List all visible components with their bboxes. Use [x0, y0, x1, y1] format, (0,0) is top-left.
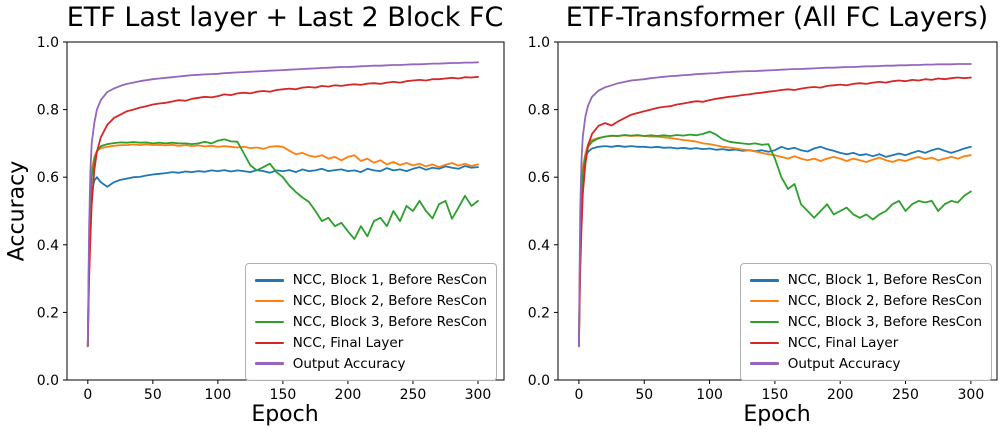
legend-label: NCC, Block 1, Before ResCon [787, 272, 982, 289]
legend-label: NCC, Final Layer [787, 334, 899, 351]
legend-label: NCC, Block 3, Before ResCon [292, 313, 487, 330]
legend-line-swatch [254, 341, 284, 344]
legend-item-ncc-final-layer: NCC, Final Layer [749, 332, 982, 353]
y-axis-label: Accuracy [4, 160, 30, 262]
series-line-ncc-final-layer [578, 76, 972, 348]
legend-label: Output Accuracy [292, 355, 406, 372]
y-tick-label: 0.2 [37, 305, 59, 321]
legend-item-ncc-block-3-before-rescon: NCC, Block 3, Before ResCon [749, 312, 982, 333]
legend-line-swatch [749, 320, 779, 324]
y-tick-label: 0.8 [528, 103, 550, 119]
y-tick-label: 0.0 [37, 373, 59, 389]
legend-line-swatch [254, 320, 284, 324]
legend-label: NCC, Block 1, Before ResCon [292, 272, 487, 289]
legend-item-output-accuracy: Output Accuracy [254, 353, 487, 374]
y-tick-label: 0.6 [528, 170, 550, 186]
x-tick-label: 150 [270, 387, 297, 403]
x-tick-label: 50 [635, 387, 653, 403]
legend-line-swatch [254, 362, 284, 365]
series-line-ncc-block-3-before-rescon [578, 130, 972, 348]
legend-line-swatch [749, 300, 779, 303]
y-tick-label: 1.0 [528, 35, 550, 51]
legend-item-output-accuracy: Output Accuracy [749, 353, 982, 374]
x-tick-label: 300 [958, 387, 985, 403]
x-tick-label: 50 [144, 387, 162, 403]
series-line-ncc-block-1-before-rescon [578, 144, 972, 348]
right-plot-title: ETF-Transformer (All FC Layers) [565, 2, 989, 33]
series-line-output-accuracy [578, 63, 972, 348]
series-line-ncc-block-2-before-rescon [86, 143, 479, 348]
legend-item-ncc-block-2-before-rescon: NCC, Block 2, Before ResCon [254, 291, 487, 312]
left-legend: NCC, Block 1, Before ResCon NCC, Block 2,… [244, 263, 497, 381]
x-tick-label: 100 [205, 387, 232, 403]
series-line-ncc-final-layer [86, 75, 479, 348]
y-tick-label: 0.4 [37, 238, 59, 254]
legend-item-ncc-block-3-before-rescon: NCC, Block 3, Before ResCon [254, 312, 487, 333]
left-plot-title: ETF Last layer + Last 2 Block FC [66, 2, 504, 33]
legend-label: Output Accuracy [787, 355, 901, 372]
x-tick-label: 200 [335, 387, 362, 403]
legend-label: NCC, Final Layer [292, 334, 404, 351]
legend-item-ncc-final-layer: NCC, Final Layer [254, 332, 487, 353]
y-tick-label: 1.0 [37, 35, 59, 51]
legend-line-swatch [254, 279, 284, 282]
x-tick-label: 100 [696, 387, 723, 403]
series-line-ncc-block-3-before-rescon [86, 138, 479, 348]
x-tick-label: 150 [762, 387, 789, 403]
legend-label: NCC, Block 2, Before ResCon [787, 293, 982, 310]
legend-line-swatch [749, 341, 779, 344]
x-tick-label: 300 [465, 387, 492, 403]
y-tick-label: 0.6 [37, 170, 59, 186]
legend-line-swatch [749, 279, 779, 282]
y-tick-label: 0.8 [37, 103, 59, 119]
legend-item-ncc-block-2-before-rescon: NCC, Block 2, Before ResCon [749, 291, 982, 312]
right-legend: NCC, Block 1, Before ResCon NCC, Block 2,… [739, 263, 992, 381]
y-tick-label: 0.4 [528, 238, 550, 254]
legend-label: NCC, Block 2, Before ResCon [292, 293, 487, 310]
legend-item-ncc-block-1-before-rescon: NCC, Block 1, Before ResCon [254, 270, 487, 291]
left-x-axis-label: Epoch [251, 402, 319, 427]
x-tick-label: 250 [892, 387, 919, 403]
x-tick-label: 0 [574, 387, 583, 403]
series-line-output-accuracy [86, 61, 479, 348]
right-x-axis-label: Epoch [743, 402, 811, 427]
series-line-ncc-block-1-before-rescon [86, 165, 479, 348]
legend-item-ncc-block-1-before-rescon: NCC, Block 1, Before ResCon [749, 270, 982, 291]
legend-line-swatch [254, 300, 284, 303]
legend-label: NCC, Block 3, Before ResCon [787, 313, 982, 330]
legend-line-swatch [749, 362, 779, 365]
y-tick-label: 0.0 [528, 373, 550, 389]
x-tick-label: 250 [400, 387, 427, 403]
x-tick-label: 0 [83, 387, 92, 403]
y-tick-label: 0.2 [528, 305, 550, 321]
x-tick-label: 200 [827, 387, 854, 403]
